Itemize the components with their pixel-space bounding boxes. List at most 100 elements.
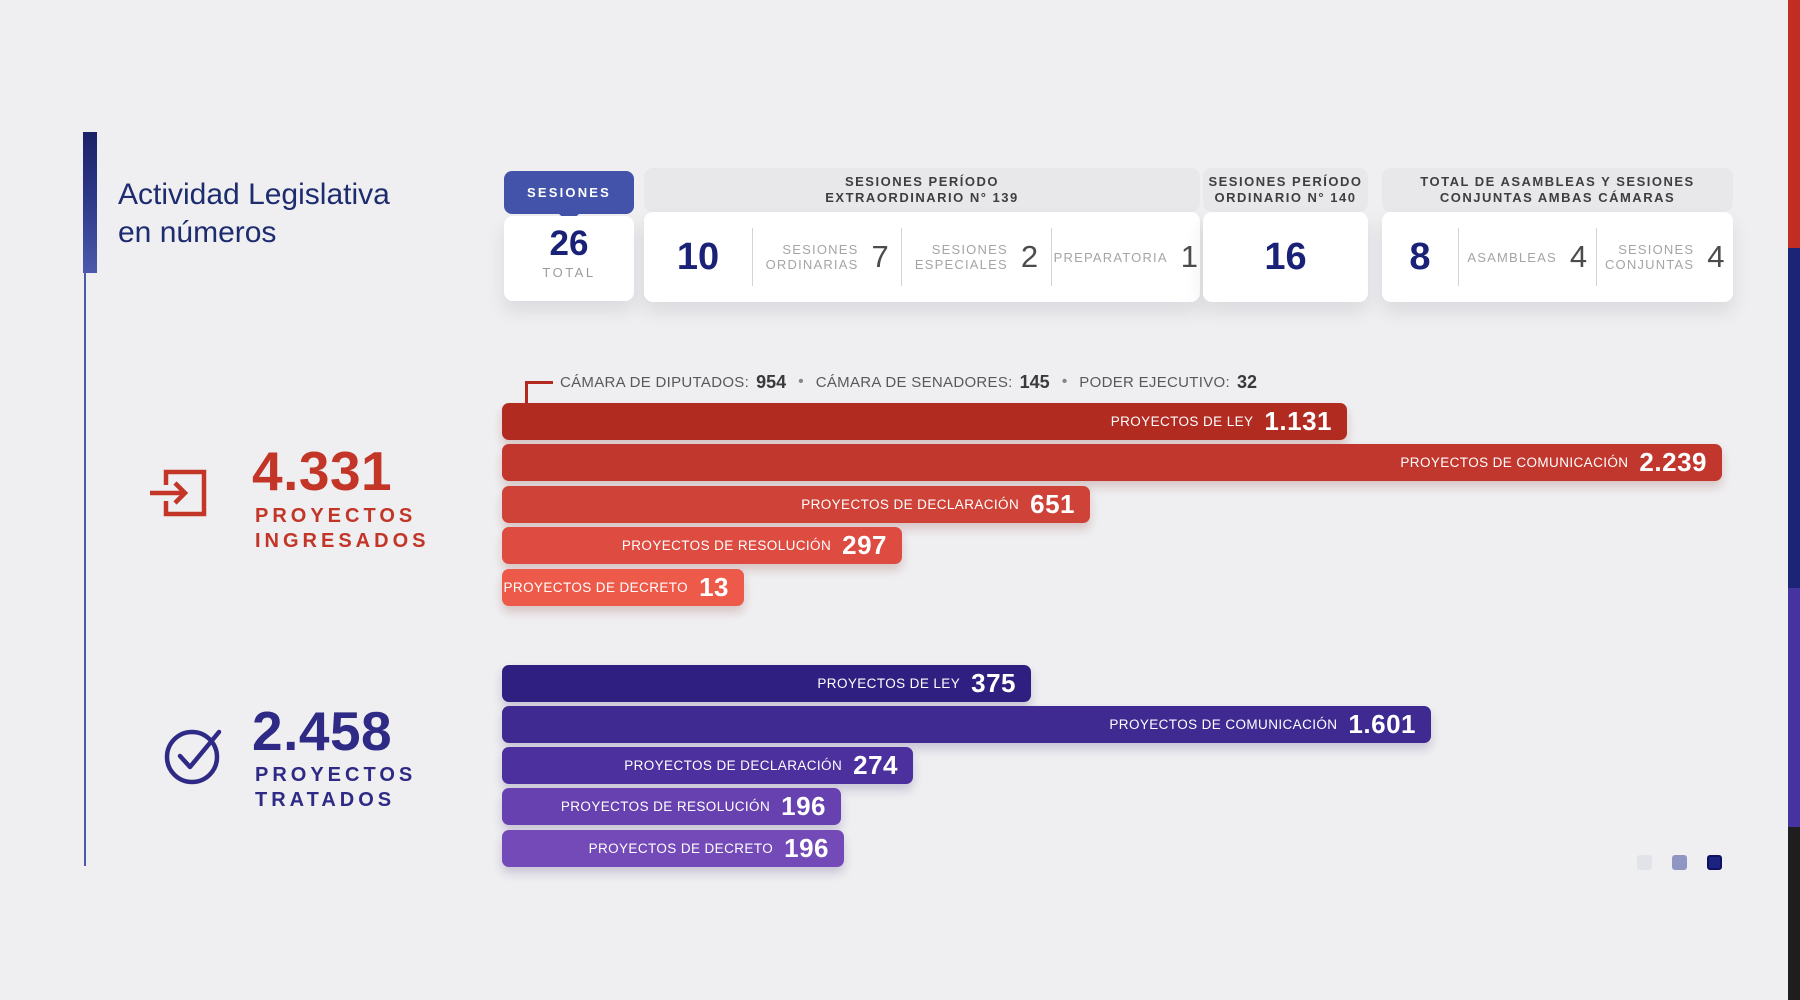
- divider: [901, 228, 903, 286]
- bar-tratados-proyectos-de-decreto: PROYECTOS DE DECRETO 196: [502, 830, 844, 867]
- bar-label: PROYECTOS DE DECRETO: [503, 580, 689, 595]
- substat-value: 2: [1020, 239, 1039, 274]
- bar-value: 2.239: [1639, 447, 1707, 477]
- bar-ingresados-proyectos-de-comunicacion: PROYECTOS DE COMUNICACIÓN 2.239: [502, 444, 1722, 481]
- circle-check-icon: [164, 729, 222, 785]
- bar-tratados-proyectos-de-declaracion: PROYECTOS DE DECLARACIÓN 274: [502, 747, 913, 784]
- edge-strip-black: [1788, 827, 1800, 1000]
- source-label: CÁMARA DE SENADORES:: [815, 373, 1013, 391]
- substat-value: 4: [1569, 239, 1588, 274]
- page-title-line2: en números: [118, 216, 277, 249]
- asambleas-header-line1: TOTAL DE ASAMBLEAS Y SESIONES: [1420, 174, 1695, 189]
- separator-dot: •: [798, 373, 804, 390]
- extraordinario-header-line2: EXTRAORDINARIO N° 139: [825, 190, 1019, 205]
- arrow-into-box-icon: [150, 469, 207, 517]
- source-value: 32: [1236, 371, 1257, 392]
- connector-line: [525, 381, 528, 407]
- divider: [1458, 228, 1459, 286]
- source-label: CÁMARA DE DIPUTADOS:: [560, 373, 750, 391]
- source-value: 954: [756, 371, 787, 392]
- bar-label: PROYECTOS DE COMUNICACIÓN: [1109, 717, 1338, 732]
- bar-label: PROYECTOS DE DECLARACIÓN: [624, 758, 843, 773]
- connector-line: [525, 381, 553, 384]
- bar-ingresados-proyectos-de-resolucion: PROYECTOS DE RESOLUCIÓN 297: [502, 527, 902, 564]
- ingresados-sources-line: CÁMARA DE DIPUTADOS: 954 • CÁMARA DE SEN…: [560, 368, 1257, 396]
- bar-value: 13: [699, 572, 729, 602]
- page-title: Actividad Legislativa en números: [118, 176, 390, 252]
- substat-value: 1: [1180, 239, 1198, 274]
- vertical-guide-line: [84, 273, 86, 866]
- substat-label: ASAMBLEAS: [1467, 249, 1557, 265]
- title-accent-bar: [83, 132, 97, 273]
- sesiones-badge: SESIONES: [504, 171, 634, 214]
- sesiones-total-card: 26 TOTAL: [504, 216, 634, 301]
- bar-label: PROYECTOS DE COMUNICACIÓN: [1400, 455, 1629, 470]
- pagination-dot-3-active[interactable]: [1707, 855, 1722, 870]
- bar-value: 196: [781, 791, 826, 821]
- substat-label: PREPARATORIA: [1053, 249, 1168, 265]
- divider: [752, 228, 753, 286]
- sesiones-total-label: TOTAL: [542, 265, 596, 280]
- extraordinario-card-header: SESIONES PERÍODO EXTRAORDINARIO N° 139: [644, 168, 1200, 212]
- bar-ingresados-proyectos-de-decreto: PROYECTOS DE DECRETO 13: [502, 569, 744, 606]
- separator-dot: •: [1061, 373, 1068, 390]
- ordinario-card-body: 16: [1203, 212, 1368, 302]
- edge-strip-red: [1788, 0, 1800, 248]
- extraordinario-card-body: 10 SESIONES ORDINARIAS 7 SESIONES ESPECI…: [644, 212, 1200, 302]
- bar-value: 651: [1030, 489, 1075, 519]
- source-label: PODER EJECUTIVO:: [1079, 373, 1230, 391]
- source-value: 145: [1019, 371, 1050, 392]
- bar-value: 1.131: [1264, 406, 1332, 436]
- asambleas-total: 8: [1409, 235, 1431, 278]
- tratados-total: 2.458: [252, 700, 393, 762]
- substat-asambleas: ASAMBLEAS 4: [1459, 239, 1596, 275]
- pagination-dot-2[interactable]: [1672, 855, 1687, 870]
- bar-tratados-proyectos-de-ley: PROYECTOS DE LEY 375: [502, 665, 1031, 702]
- divider: [1050, 228, 1052, 286]
- edge-strip-purple: [1788, 588, 1800, 827]
- bar-tratados-proyectos-de-resolucion: PROYECTOS DE RESOLUCIÓN 196: [502, 788, 841, 825]
- substat-sesiones-ordinarias: SESIONES ORDINARIAS 7: [753, 239, 901, 275]
- divider: [1595, 228, 1597, 286]
- substat-label: SESIONES ORDINARIAS: [765, 242, 859, 272]
- substat-sesiones-conjuntas: SESIONES CONJUNTAS 4: [1597, 239, 1734, 275]
- page-title-line1: Actividad Legislativa: [118, 178, 390, 211]
- ordinario-card-header: SESIONES PERÍODO ORDINARIO N° 140: [1203, 168, 1368, 212]
- bar-value: 274: [853, 750, 898, 780]
- extraordinario-total: 10: [676, 235, 720, 278]
- bar-value: 1.601: [1348, 709, 1416, 739]
- bar-label: PROYECTOS DE RESOLUCIÓN: [621, 538, 832, 553]
- bar-ingresados-proyectos-de-ley: PROYECTOS DE LEY 1.131: [502, 403, 1347, 440]
- bar-tratados-proyectos-de-comunicacion: PROYECTOS DE COMUNICACIÓN 1.601: [502, 706, 1431, 743]
- bar-ingresados-proyectos-de-declaracion: PROYECTOS DE DECLARACIÓN 651: [502, 486, 1090, 523]
- substat-label: SESIONES ESPECIALES: [914, 242, 1008, 272]
- substat-value: 7: [871, 239, 889, 274]
- ordinario-header-line2: ORDINARIO N° 140: [1214, 190, 1357, 205]
- pagination-dot-1[interactable]: [1637, 855, 1652, 870]
- bar-value: 297: [842, 530, 887, 560]
- asambleas-card-body: 8 ASAMBLEAS 4 SESIONES CONJUNTAS 4: [1382, 212, 1733, 302]
- bar-value: 196: [784, 833, 829, 863]
- bar-label: PROYECTOS DE DECLARACIÓN: [801, 497, 1020, 512]
- ingresados-total: 4.331: [252, 440, 393, 502]
- bar-label: PROYECTOS DE LEY: [817, 676, 961, 691]
- ordinario-total: 16: [1264, 235, 1307, 278]
- substat-preparatoria: PREPARATORIA 1: [1052, 239, 1200, 275]
- bar-value: 375: [971, 668, 1016, 698]
- ingresados-label: PROYECTOS INGRESADOS: [255, 505, 430, 552]
- ordinario-header-line1: SESIONES PERÍODO: [1208, 174, 1363, 189]
- bar-label: PROYECTOS DE RESOLUCIÓN: [560, 799, 771, 814]
- asambleas-card-header: TOTAL DE ASAMBLEAS Y SESIONES CONJUNTAS …: [1382, 168, 1733, 212]
- substat-sesiones-especiales: SESIONES ESPECIALES 2: [902, 239, 1050, 275]
- bar-label: PROYECTOS DE DECRETO: [588, 841, 774, 856]
- extraordinario-header-line1: SESIONES PERÍODO: [844, 174, 1000, 189]
- sesiones-badge-label: SESIONES: [526, 185, 612, 200]
- edge-strip-navy: [1788, 248, 1800, 588]
- asambleas-header-line2: CONJUNTAS AMBAS CÁMARAS: [1439, 190, 1676, 205]
- substat-label: SESIONES CONJUNTAS: [1604, 242, 1695, 272]
- bar-label: PROYECTOS DE LEY: [1110, 414, 1254, 429]
- tratados-label: PROYECTOS TRATADOS: [255, 764, 417, 811]
- substat-value: 4: [1707, 239, 1725, 274]
- sesiones-total-value: 26: [549, 224, 589, 263]
